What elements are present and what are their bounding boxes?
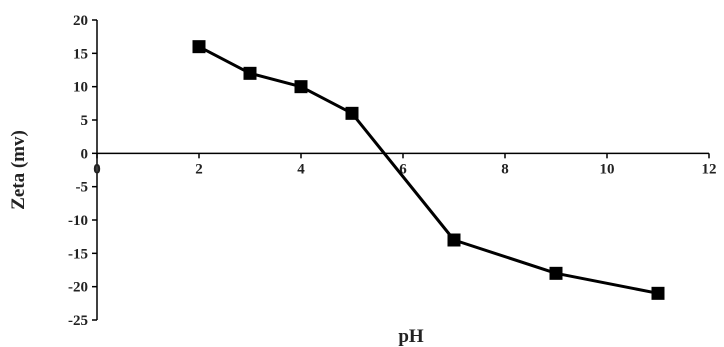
series-line (198, 45, 659, 295)
data-point-marker (192, 40, 206, 54)
x-axis-ticks: 0 2 4 6 8 10 12 (93, 153, 717, 177)
data-point-marker (447, 233, 461, 247)
x-tick-label: 10 (600, 161, 615, 177)
y-tick-label: -10 (68, 213, 88, 229)
y-axis-ticks: 20 15 10 5 0 -5 -10 -15 -20 -25 (68, 13, 97, 329)
y-tick-label: 0 (81, 146, 89, 162)
x-tick-label: 4 (297, 161, 305, 177)
y-tick-label: 15 (73, 46, 88, 62)
y-tick-label: 20 (73, 13, 88, 29)
y-tick-label: 5 (81, 113, 89, 129)
x-tick-label: 2 (195, 161, 203, 177)
data-point-marker (345, 106, 359, 120)
y-tick-label: -25 (68, 313, 88, 329)
series-markers (192, 40, 665, 300)
y-tick-label: 10 (73, 80, 88, 96)
y-tick-label: -5 (76, 180, 89, 196)
x-tick-label: 8 (501, 161, 509, 177)
x-tick-label: 6 (399, 161, 407, 177)
y-tick-label: -15 (68, 246, 88, 262)
y-tick-label: -20 (68, 280, 88, 296)
x-tick-label: 12 (702, 161, 717, 177)
x-axis-title: pH (398, 326, 424, 347)
data-point-marker (243, 66, 257, 80)
data-point-marker (651, 286, 665, 300)
y-axis-title: Zeta (mv) (8, 130, 29, 210)
x-tick-label: 0 (93, 161, 101, 177)
data-point-marker (549, 266, 563, 280)
data-point-marker (294, 80, 308, 94)
